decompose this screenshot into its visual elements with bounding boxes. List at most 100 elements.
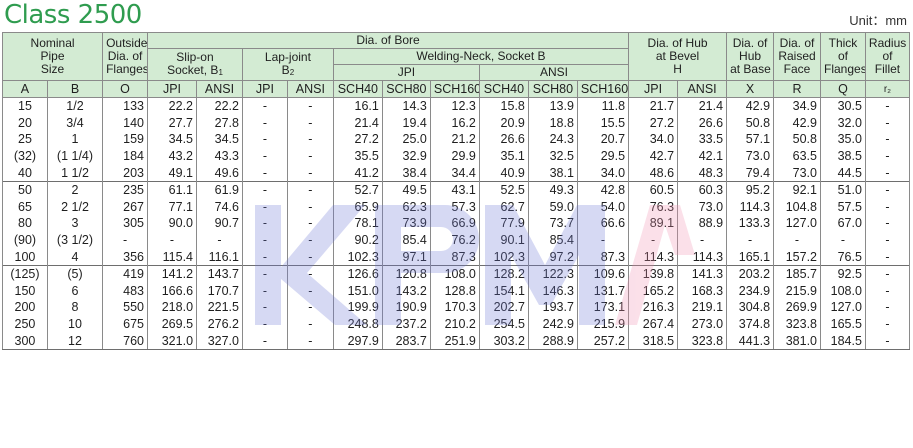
- table-cell: -: [864, 180, 911, 199]
- table-cell: -: [286, 299, 334, 316]
- table-cell: -: [241, 282, 288, 300]
- table-cell: 234.9: [726, 282, 775, 300]
- table-row: 50 2 235 61.1 61.9- -52.7 49.5 43.1 52.5 49.3 42.8…: [2, 180, 911, 199]
- table-cell: 116.1: [196, 248, 243, 266]
- table-cell: 203: [102, 164, 148, 182]
- table-cell: -: [773, 231, 821, 249]
- table-cell: 120.8: [381, 264, 431, 283]
- table-cell: 216.3: [628, 299, 679, 316]
- table-cell: 59.0: [527, 198, 578, 216]
- table-cell: 185.7: [773, 264, 821, 283]
- table-cell: -: [286, 114, 334, 132]
- table-cell: 29.9: [429, 147, 480, 165]
- table-row: 100 4 356 115.4 116.1- -102.3 97.1 87.3 102.3 97.…: [2, 248, 911, 266]
- table-cell: 52.7: [332, 180, 383, 199]
- table-cell: 14.3: [381, 96, 431, 115]
- table-cell: 190.9: [381, 299, 431, 316]
- header-dia-of-bore: Dia. of Bore: [146, 32, 630, 49]
- table-cell: 90.7: [196, 215, 243, 232]
- table-row: 250 10 675 269.5 276.2- -248.8 237.2 210.2 254.5…: [2, 315, 911, 333]
- table-cell: -: [241, 215, 288, 232]
- table-cell: 218.0: [146, 299, 198, 316]
- table-cell: (1 1/4): [46, 147, 104, 165]
- table-cell: 273.0: [677, 315, 728, 333]
- table-cell: -: [864, 96, 911, 115]
- table-cell: 173.1: [576, 299, 630, 316]
- table-row: 80 3 305 90.0 90.7- -78.1 73.9 66.9 77.9 73.7 66.6…: [2, 215, 911, 232]
- table-cell: -: [241, 248, 288, 266]
- table-cell: 219.1: [677, 299, 728, 316]
- table-cell: 283.7: [381, 332, 431, 350]
- table-cell: 22.2: [196, 96, 243, 115]
- table-cell: -: [241, 131, 288, 148]
- table-cell: 267.4: [628, 315, 679, 333]
- table-cell: 49.3: [527, 180, 578, 199]
- table-cell: -: [241, 198, 288, 216]
- table-cell: -: [286, 96, 334, 115]
- table-cell: 57.1: [726, 131, 775, 148]
- table-cell: 52.5: [478, 180, 529, 199]
- table-cell: -: [286, 332, 334, 350]
- table-row: 300 12 760 321.0 327.0- -297.9 283.7 251.9 303.2…: [2, 332, 911, 350]
- header-thick-of-flanges: Thick of Flanges: [820, 32, 866, 81]
- table-cell: 42.9: [726, 96, 775, 115]
- table-cell: 133.3: [726, 215, 775, 232]
- table-cell: 133: [102, 96, 148, 115]
- table-cell: 67.0: [820, 215, 866, 232]
- column-code-header: R: [773, 80, 821, 98]
- table-cell: 90.1: [478, 231, 529, 249]
- table-cell: 29.5: [576, 147, 630, 165]
- header-nominal-pipe-size: Nominal Pipe Size: [1, 32, 104, 81]
- table-cell: 193.7: [527, 299, 578, 316]
- table-cell: 374.8: [726, 315, 775, 333]
- table-cell: 242.9: [527, 315, 578, 333]
- table-cell: 40.9: [478, 164, 529, 182]
- table-cell: 304.8: [726, 299, 775, 316]
- table-cell: 62.7: [478, 198, 529, 216]
- table-cell: 8: [46, 299, 104, 316]
- table-cell: 11.8: [576, 96, 630, 115]
- table-cell: 19.4: [381, 114, 431, 132]
- table-cell: 305: [102, 215, 148, 232]
- table-cell: (90): [2, 231, 48, 249]
- table-cell: 114.3: [628, 248, 679, 266]
- table-cell: (125): [2, 264, 48, 283]
- table-cell: 51.0: [820, 180, 866, 199]
- table-cell: 43.1: [429, 180, 480, 199]
- table-cell: 2 1/2: [46, 198, 104, 216]
- table-cell: -: [677, 231, 728, 249]
- table-cell: 127.0: [820, 299, 866, 316]
- table-cell: 49.1: [146, 164, 198, 182]
- table-cell: 21.7: [628, 96, 679, 115]
- table-cell: 143.7: [196, 264, 243, 283]
- table-cell: 40: [2, 164, 48, 182]
- table-cell: 42.1: [677, 147, 728, 165]
- table-cell: 85.4: [527, 231, 578, 249]
- table-cell: 49.6: [196, 164, 243, 182]
- table-cell: 62.3: [381, 198, 431, 216]
- table-cell: 100: [2, 248, 48, 266]
- table-cell: 21.2: [429, 131, 480, 148]
- table-cell: 15: [2, 96, 48, 115]
- column-code-header: SCH40: [332, 80, 383, 98]
- table-cell: 154.1: [478, 282, 529, 300]
- table-cell: -: [864, 215, 911, 232]
- table-cell: 66.6: [576, 215, 630, 232]
- table-cell: 323.8: [677, 332, 728, 350]
- table-cell: 38.5: [820, 147, 866, 165]
- table-cell: -: [286, 215, 334, 232]
- column-code-header: A: [2, 80, 48, 98]
- table-cell: 203.2: [726, 264, 775, 283]
- table-cell: 146.3: [527, 282, 578, 300]
- table-cell: -: [241, 264, 288, 283]
- table-cell: 10: [46, 315, 104, 333]
- table-cell: 184.5: [820, 332, 866, 350]
- table-cell: 141.3: [677, 264, 728, 283]
- table-cell: 33.5: [677, 131, 728, 148]
- column-code-header: SCH80: [527, 80, 578, 98]
- table-cell: 97.1: [381, 248, 431, 266]
- table-cell: 114.3: [677, 248, 728, 266]
- table-cell: 151.0: [332, 282, 383, 300]
- table-cell: -: [241, 299, 288, 316]
- table-cell: 73.0: [726, 147, 775, 165]
